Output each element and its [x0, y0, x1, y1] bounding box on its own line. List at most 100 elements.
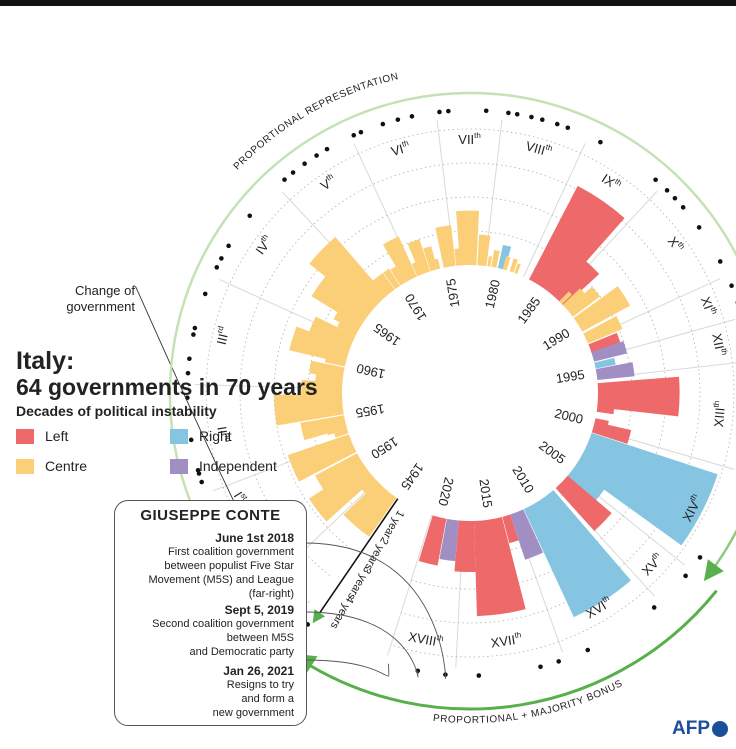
- top-bar: [0, 0, 736, 6]
- government-change-dot: [395, 117, 401, 122]
- government-change-dot: [729, 283, 734, 289]
- government-bar: [439, 518, 459, 562]
- legislature-number: II: [214, 425, 230, 435]
- year-label: 1950: [368, 434, 400, 462]
- government-bar: [287, 434, 357, 482]
- government-bar: [502, 514, 519, 544]
- afp-logo-dot: [712, 721, 728, 737]
- government-bar: [554, 260, 600, 307]
- legislature-label: VIth: [389, 139, 412, 160]
- government-change-dot: [199, 479, 204, 485]
- government-bar: [573, 432, 718, 546]
- legislature-number: XII: [709, 332, 727, 350]
- legislature-suffix: nd: [222, 432, 232, 442]
- legislature-suffix: th: [514, 630, 522, 640]
- government-bar: [353, 489, 397, 537]
- government-change-dot: [185, 370, 191, 376]
- government-bar: [502, 256, 511, 271]
- page-title: Italy:: [16, 347, 75, 375]
- duration-axis: [312, 498, 399, 624]
- government-change-dot: [282, 177, 287, 182]
- government-bar: [300, 415, 347, 441]
- legislature-suffix: rd: [215, 325, 225, 334]
- afp-logo-text: AFP: [672, 718, 710, 739]
- government-bar: [509, 258, 518, 273]
- government-change-dot: [556, 659, 561, 664]
- conte-box: GIUSEPPE CONTE June 1st 2018 First coali…: [114, 500, 307, 726]
- government-change-dot: [506, 110, 511, 116]
- government-change-dot: [195, 467, 201, 473]
- conte-title: GIUSEPPE CONTE: [140, 507, 281, 524]
- government-bar: [456, 210, 480, 266]
- government-change-dot: [358, 129, 364, 135]
- legislature-suffix: st: [238, 492, 249, 503]
- government-bar: [514, 263, 521, 274]
- government-bar: [309, 236, 387, 313]
- government-bar: [529, 185, 625, 298]
- year-label: 1960: [355, 361, 387, 382]
- legend-right: Right: [170, 428, 232, 444]
- event-text: Second coalition government between M5S …: [152, 618, 294, 658]
- year-label: 1965: [371, 320, 403, 349]
- conte-connector: [304, 659, 390, 677]
- legend-swatch: [170, 458, 188, 474]
- proportional-arc: [168, 91, 736, 601]
- government-bar: [555, 475, 612, 532]
- government-bar: [308, 463, 375, 522]
- government-change-dot: [554, 121, 560, 127]
- government-change-dot: [539, 117, 545, 122]
- year-label: 2020: [435, 476, 457, 508]
- government-bar: [596, 406, 615, 415]
- government-change-dot: [483, 108, 489, 114]
- legislature-suffix: th: [324, 172, 335, 183]
- government-change-dot: [226, 243, 231, 249]
- government-bar: [573, 286, 631, 332]
- legislature-suffix: th: [474, 131, 481, 140]
- government-bar: [309, 360, 345, 378]
- legislature-suffix: th: [601, 594, 611, 605]
- government-change-dot: [409, 114, 415, 119]
- government-bar: [434, 258, 441, 270]
- legislature-number: VI: [389, 142, 405, 160]
- duration-ring: [273, 196, 667, 590]
- title-block: Italy: 64 governments in 70 years: [16, 348, 318, 400]
- legend-label: Left: [45, 428, 69, 444]
- year-label: 2015: [476, 478, 495, 509]
- government-bar: [477, 234, 491, 267]
- conte-event-1: June 1st 2018 First coalition government…: [148, 531, 294, 601]
- government-change-dot: [664, 188, 670, 193]
- event-text: Resigns to try and form a new government: [212, 679, 294, 719]
- year-label: 1970: [402, 291, 430, 323]
- legislature-label: XVIIth: [490, 630, 523, 651]
- government-bar: [523, 490, 631, 618]
- duration-label: 4 years: [327, 594, 356, 632]
- government-bar: [487, 256, 493, 267]
- government-change-dot: [214, 265, 220, 270]
- government-change-dot: [324, 146, 330, 152]
- legislature-label: XIIIth: [710, 400, 728, 427]
- government-bar: [559, 291, 572, 305]
- conte-connector: [304, 611, 419, 678]
- legislature-suffix: th: [688, 492, 699, 502]
- legislature-label: Vth: [317, 172, 339, 194]
- government-change-dot: [529, 114, 534, 120]
- legislature-suffix: th: [719, 348, 729, 356]
- government-bar: [595, 362, 635, 381]
- government-change-dot: [219, 256, 224, 261]
- government-bar: [315, 453, 365, 493]
- proportional-bonus-arc: [290, 589, 718, 711]
- legend-swatch: [16, 458, 34, 474]
- government-change-dot: [514, 111, 520, 117]
- government-bar: [334, 429, 349, 438]
- year-label: 2000: [553, 405, 585, 426]
- year-label: 1945: [398, 460, 427, 492]
- government-change-dot: [302, 161, 307, 167]
- legislature-label: XVIIIth: [407, 628, 444, 650]
- legislature-number: XVIII: [407, 630, 437, 650]
- conte-event-3: Jan 26, 2021 Resigns to try and form a n…: [213, 664, 294, 720]
- legislature-suffix: th: [436, 633, 444, 643]
- majority-proportional-arc: [703, 528, 736, 582]
- legislature-label: XIth: [697, 294, 719, 317]
- government-bar: [594, 418, 609, 426]
- government-bar: [588, 332, 621, 353]
